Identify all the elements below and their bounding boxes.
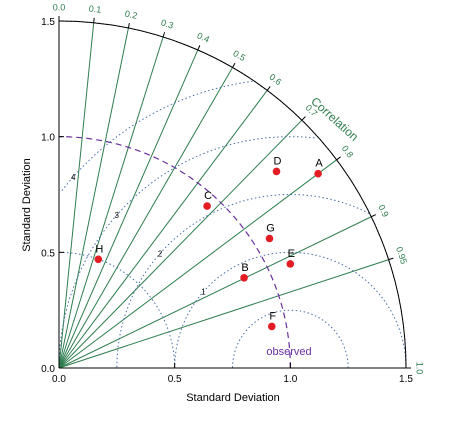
correlation-tick: [371, 214, 377, 218]
x-tick-label: 0.0: [52, 374, 66, 385]
data-point-label-c: C: [204, 190, 212, 202]
correlation-line: [58, 216, 372, 369]
data-point-b: [240, 274, 248, 282]
correlation-tick: [388, 257, 394, 261]
data-point-label-b: B: [241, 262, 248, 274]
correlation-line: [58, 22, 95, 369]
correlation-tick: [301, 116, 306, 121]
data-point-e: [286, 260, 295, 268]
correlation-line: [58, 259, 389, 369]
correlation-tick-label: 0.95: [394, 246, 409, 266]
std-dotted-arc: [58, 20, 407, 369]
rms-contour-label: 3: [114, 211, 119, 220]
correlation-line: [58, 27, 129, 369]
correlation-tick: [93, 17, 95, 23]
correlation-line: [58, 36, 164, 369]
correlation-line: [58, 159, 337, 369]
correlation-tick-label: 1.0: [415, 362, 425, 375]
correlation-label: Correlation: [308, 94, 361, 144]
grid-layer: [58, 20, 407, 369]
correlation-tick-label: 0.0: [53, 2, 66, 12]
rms-contour: [116, 193, 370, 369]
correlation-tick-label: 0.8: [340, 144, 356, 160]
data-point-f: [268, 322, 276, 331]
data-point-d: [272, 167, 281, 176]
correlation-line: [58, 49, 199, 369]
point-layer: [94, 167, 322, 331]
y-tick-label: 1.5: [41, 17, 55, 28]
data-point-label-e: E: [288, 248, 295, 260]
correlation-line: [58, 90, 268, 369]
data-point-c: [203, 202, 211, 210]
data-point-label-g: G: [266, 223, 275, 235]
x-tick-label: 1.0: [283, 374, 297, 385]
correlation-line: [58, 67, 233, 369]
rms-contour-label: 2: [158, 249, 163, 258]
rms-contour: [174, 251, 407, 368]
rms-contour: [60, 80, 253, 193]
correlation-tick-label: 0.3: [160, 17, 175, 30]
observed-label: observed: [266, 346, 311, 358]
std-dotted-arc: [58, 251, 176, 369]
data-point-label-a: A: [315, 158, 323, 170]
correlation-tick: [127, 23, 130, 29]
y-tick-label: 1.0: [41, 133, 55, 144]
rms-contour-label: 1: [201, 288, 206, 297]
correlation-tick-label: 0.1: [88, 4, 101, 15]
data-point-a: [314, 169, 322, 178]
correlation-tick-label: 0.2: [124, 9, 138, 21]
correlation-tick-label: 0.6: [267, 72, 283, 88]
data-point-h: [94, 255, 103, 264]
x-tick-label: 0.5: [168, 374, 182, 385]
y-tick-label: 0.5: [41, 248, 55, 259]
y-tick-label: 0.0: [41, 364, 55, 375]
correlation-tick: [162, 32, 166, 38]
reference-arc: [58, 136, 291, 369]
rms-contour-label: 4: [71, 173, 76, 182]
rms-contour: [58, 136, 315, 369]
data-point-label-h: H: [95, 243, 103, 255]
correlation-tick: [232, 62, 236, 68]
data-point-label-d: D: [274, 155, 282, 167]
correlation-tick: [336, 156, 341, 161]
data-point-g: [265, 234, 274, 243]
x-axis-label: Standard Deviation: [186, 392, 280, 404]
correlation-line: [58, 119, 303, 369]
correlation-tick-label: 0.5: [231, 48, 247, 63]
correlation-tick: [197, 45, 201, 51]
correlation-tick-label: 0.9: [376, 203, 390, 219]
rms-contour: [232, 309, 349, 369]
correlation-tick-label: 0.4: [196, 30, 211, 44]
y-axis-label: Standard Deviation: [21, 158, 33, 252]
axis-layer: [58, 16, 411, 369]
data-point-label-f: F: [269, 310, 276, 322]
correlation-tick: [266, 86, 271, 91]
outer-arc: [58, 20, 407, 369]
x-tick-label: 1.5: [399, 374, 413, 385]
